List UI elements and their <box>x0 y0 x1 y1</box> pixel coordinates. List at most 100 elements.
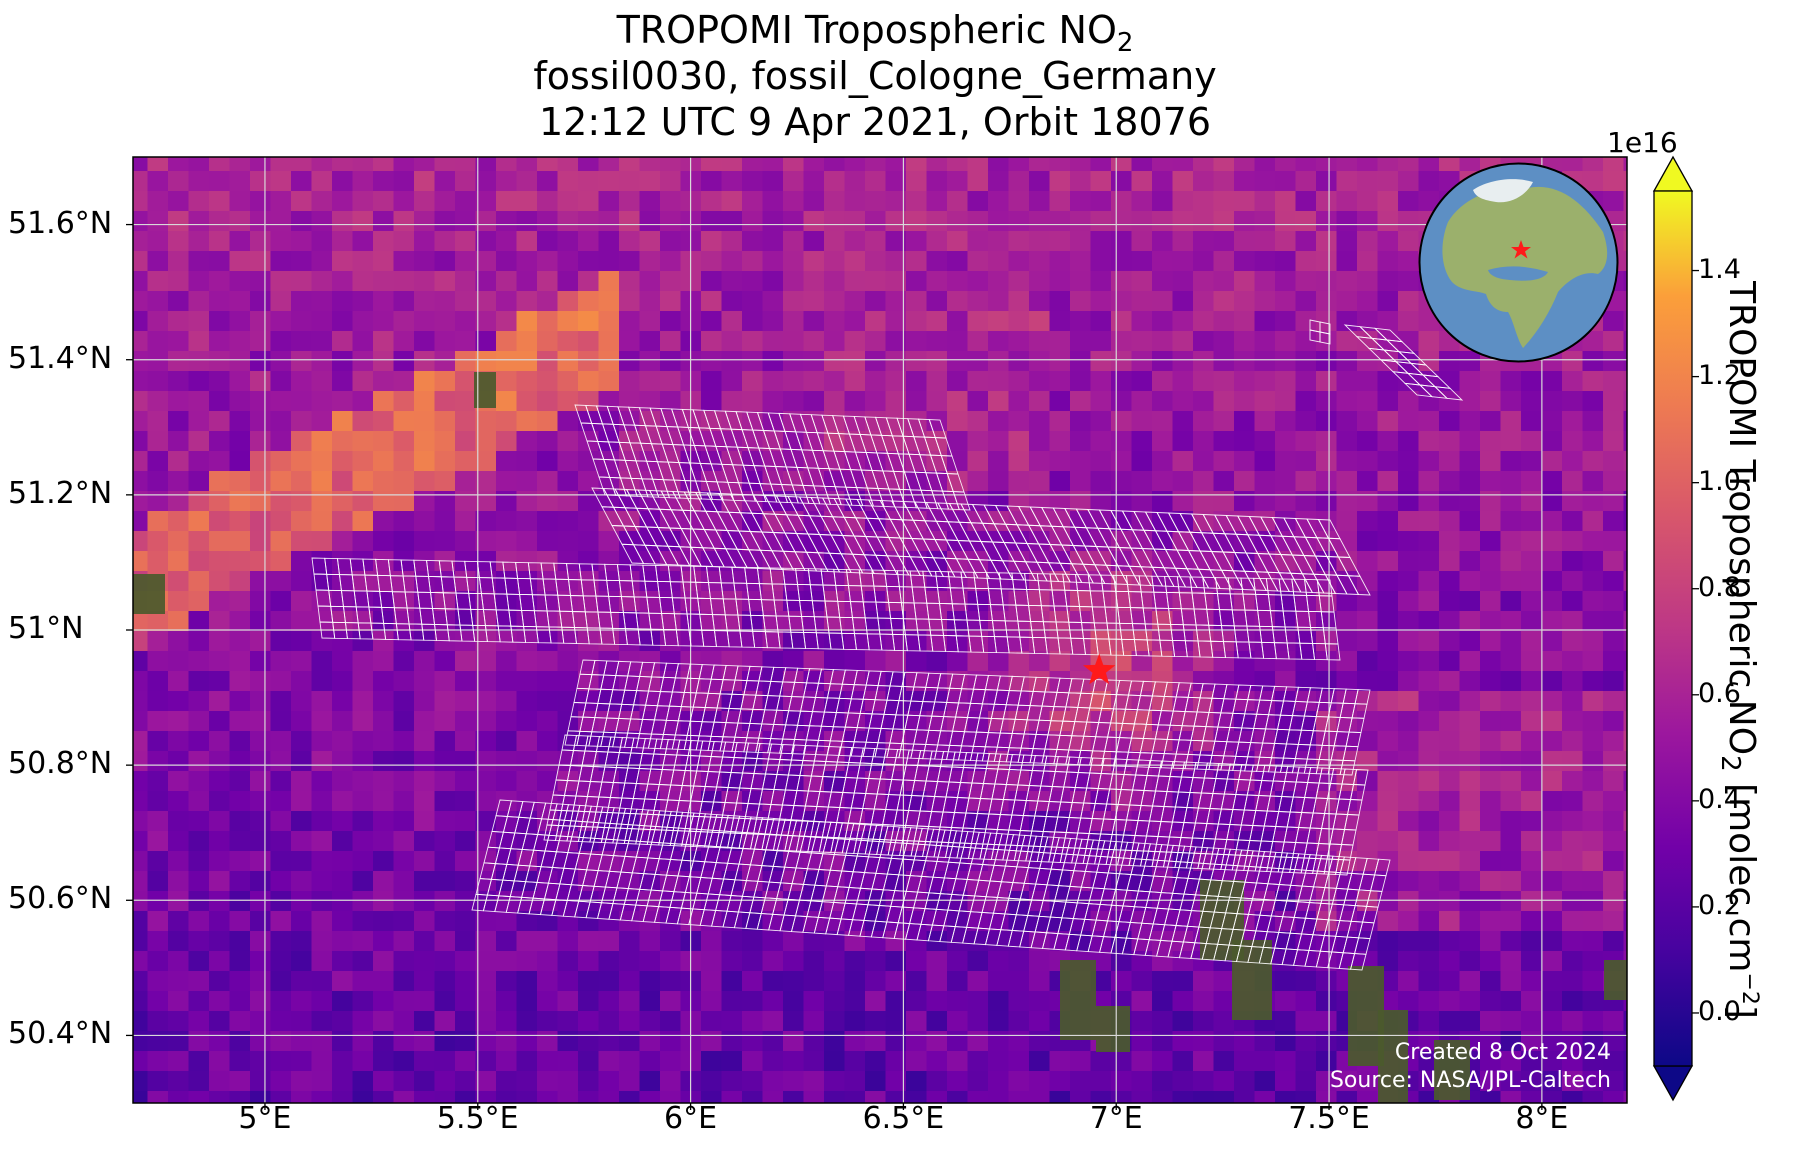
no2-pixel <box>270 171 292 192</box>
no2-pixel <box>721 157 743 172</box>
no2-pixel <box>1316 451 1337 472</box>
no2-pixel <box>1213 371 1235 392</box>
no2-pixel <box>1582 791 1604 812</box>
no2-pixel <box>1623 371 1627 392</box>
no2-pixel <box>1111 651 1132 672</box>
no2-pixel <box>1398 157 1419 172</box>
no2-pixel <box>1172 771 1194 792</box>
no2-pixel <box>1562 731 1583 752</box>
no2-pixel <box>1521 531 1542 552</box>
no2-pixel <box>988 951 1009 972</box>
no2-pixel <box>947 371 968 392</box>
no2-pixel <box>1152 251 1173 272</box>
no2-pixel <box>1439 591 1460 612</box>
no2-pixel <box>1172 311 1194 332</box>
no2-pixel <box>783 771 804 792</box>
no2-pixel <box>311 491 333 512</box>
no2-pixel <box>250 391 271 412</box>
no2-pixel <box>660 1011 681 1032</box>
no2-pixel <box>1541 691 1563 712</box>
no2-pixel <box>967 431 989 452</box>
no2-pixel <box>1090 331 1112 352</box>
sounding-cell <box>1339 759 1356 776</box>
no2-pixel <box>1418 591 1440 612</box>
no2-pixel <box>639 351 661 372</box>
no2-pixel <box>393 391 415 412</box>
no2-pixel <box>496 491 517 512</box>
no2-pixel <box>1623 491 1627 512</box>
no2-pixel <box>291 531 312 552</box>
no2-pixel <box>1008 1031 1030 1052</box>
no2-pixel <box>270 511 292 532</box>
no2-pixel <box>209 671 230 692</box>
no2-pixel <box>1070 811 1091 832</box>
no2-pixel <box>1131 471 1153 492</box>
no2-pixel <box>1049 711 1071 732</box>
no2-pixel <box>1111 311 1132 332</box>
no2-pixel <box>414 1011 435 1032</box>
no2-pixel <box>496 1031 517 1052</box>
no2-pixel <box>1418 711 1440 732</box>
no2-pixel <box>1316 1051 1337 1072</box>
no2-pixel <box>311 831 333 852</box>
no2-pixel <box>1316 1031 1337 1052</box>
no2-pixel <box>967 811 989 832</box>
no2-pixel <box>455 351 476 372</box>
no2-pixel <box>762 157 784 172</box>
no2-pixel <box>270 731 292 752</box>
no2-pixel <box>516 931 538 952</box>
no2-pixel <box>1439 951 1460 972</box>
no2-pixel <box>1336 811 1358 832</box>
no2-pixel <box>1377 831 1399 852</box>
no2-pixel <box>133 1071 148 1092</box>
no2-pixel <box>434 591 456 612</box>
no2-pixel <box>1213 671 1235 692</box>
no2-pixel <box>578 371 599 392</box>
no2-pixel <box>742 511 763 532</box>
no2-pixel <box>414 371 435 392</box>
no2-pixel <box>1111 291 1132 312</box>
no2-pixel <box>229 231 251 252</box>
no2-pixel <box>434 471 456 492</box>
no2-pixel <box>496 191 517 212</box>
no2-pixel <box>496 451 517 472</box>
no2-pixel <box>1172 991 1194 1012</box>
no2-pixel <box>1582 351 1604 372</box>
no2-pixel <box>188 731 210 752</box>
no2-pixel <box>824 331 845 352</box>
no2-pixel <box>1316 291 1337 312</box>
no2-pixel <box>865 691 886 712</box>
no2-pixel <box>1172 371 1194 392</box>
no2-pixel <box>1295 351 1317 372</box>
no2-pixel <box>885 331 907 352</box>
no2-pixel <box>844 1071 866 1092</box>
no2-pixel <box>742 651 763 672</box>
no2-pixel <box>1172 331 1194 352</box>
no2-pixel <box>1336 371 1358 392</box>
no2-pixel <box>1582 391 1604 412</box>
no2-pixel <box>147 331 169 352</box>
no2-pixel <box>742 691 763 712</box>
no2-pixel <box>168 931 189 952</box>
no2-pixel <box>209 571 230 592</box>
no2-pixel <box>1111 351 1132 372</box>
no2-pixel <box>516 851 538 872</box>
no2-pixel <box>332 691 353 712</box>
no2-pixel <box>352 951 374 972</box>
no2-pixel <box>168 751 189 772</box>
no2-pixel <box>701 391 722 412</box>
no2-pixel <box>496 331 517 352</box>
no2-pixel <box>332 711 353 732</box>
no2-pixel <box>1357 1091 1378 1103</box>
no2-pixel <box>988 1071 1009 1092</box>
no2-pixel <box>373 851 394 872</box>
no2-pixel <box>1295 157 1317 172</box>
no2-pixel <box>557 231 579 252</box>
no2-pixel <box>639 311 661 332</box>
no2-pixel <box>1623 811 1627 832</box>
no2-pixel <box>1029 451 1050 472</box>
no2-pixel <box>1213 611 1235 632</box>
no2-pixel <box>188 491 210 512</box>
no2-pixel <box>209 211 230 232</box>
no2-pixel <box>721 631 743 652</box>
